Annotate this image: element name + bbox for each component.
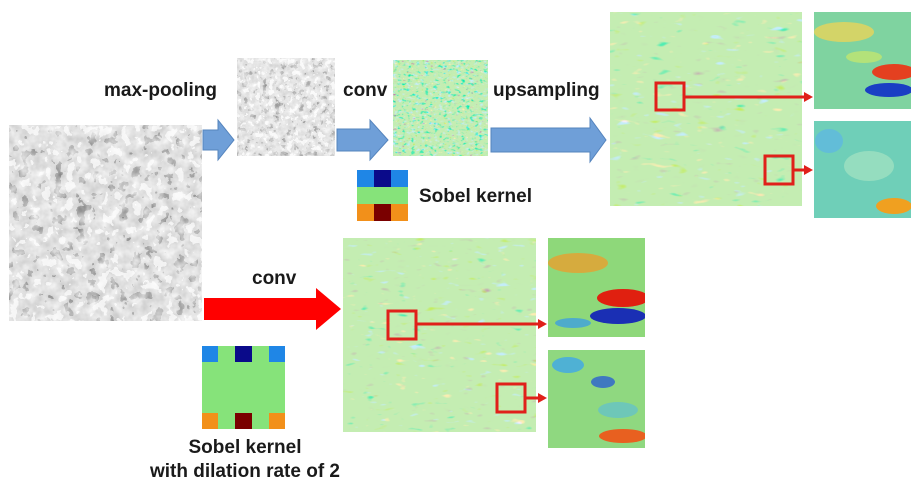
highlight-box-bottom-1	[386, 309, 418, 341]
blue-arrow-3	[490, 116, 607, 164]
highlight-box-bottom-2	[495, 382, 527, 414]
bottom-zoom-crop-2	[548, 350, 645, 448]
highlight-box-top-1	[654, 81, 686, 112]
dilated-caption-line1: Sobel kernel	[188, 437, 302, 458]
bottom-zoom-crop-1	[548, 238, 645, 337]
dilated-sobel-kernel-icon	[202, 346, 285, 429]
small-feature-map	[393, 60, 488, 156]
conv-bottom-label: conv	[252, 268, 297, 289]
upsampled-feature-map	[610, 12, 802, 206]
sobel-kernel-label: Sobel kernel	[419, 186, 532, 207]
blue-arrow-2	[336, 118, 389, 162]
upsampling-label: upsampling	[493, 80, 600, 101]
blue-arrow-1	[202, 118, 235, 162]
sobel-kernel-icon	[357, 170, 408, 221]
top-zoom-crop-2	[814, 121, 911, 218]
dilated-feature-map	[343, 238, 536, 432]
top-zoom-crop-1	[814, 12, 911, 109]
max-pooling-label: max-pooling	[104, 80, 217, 101]
pooled-crowd-image	[237, 58, 335, 156]
dilated-caption-line2: with dilation rate of 2	[149, 461, 340, 482]
conv-top-label: conv	[343, 80, 388, 101]
dilated-kernel-caption: Sobel kernel with dilation rate of 2	[134, 436, 356, 484]
highlight-box-top-2	[763, 154, 795, 186]
red-arrow	[204, 288, 341, 330]
input-crowd-image	[9, 125, 202, 321]
